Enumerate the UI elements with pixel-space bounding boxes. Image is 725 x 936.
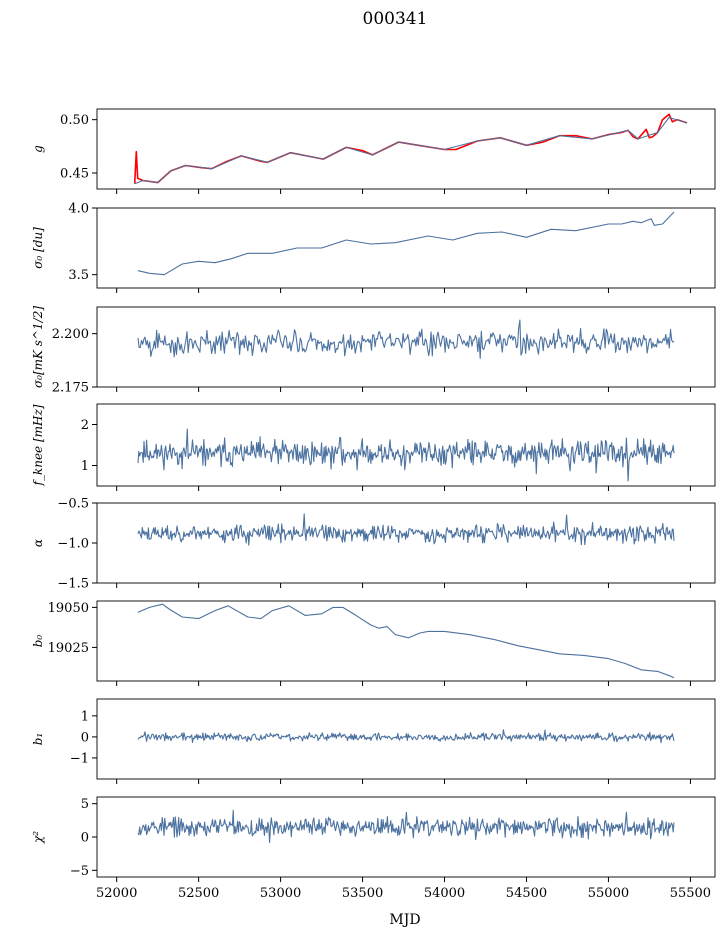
y-tick-label: 19050 [48, 601, 89, 616]
x-tick-label: 52000 [96, 886, 137, 901]
x-tick-label: 55500 [670, 886, 711, 901]
panel-chi2: −5 0 5 52000 52500 53000 53500 54000 54500 55000 5… [31, 796, 716, 901]
series-line-1 [134, 116, 688, 185]
y-tick-label: −1.5 [57, 577, 89, 592]
series-line-noise [137, 319, 675, 359]
y-tick-label: 0.45 [60, 167, 89, 182]
axes-frame [96, 502, 716, 584]
y-tick-label: 2 [81, 418, 89, 433]
y-tick-label: 0 [81, 730, 89, 745]
y-axis-label: α [31, 539, 45, 547]
y-tick-label: 5 [81, 797, 89, 812]
axes-frame [96, 600, 716, 682]
axes-frame [96, 306, 716, 388]
y-axis-label: g [31, 145, 45, 153]
y-axis-label: b₀ [31, 635, 45, 648]
x-tick-label: 53500 [342, 886, 383, 901]
x-tick-label: 54500 [506, 886, 547, 901]
y-tick-label: 19025 [48, 641, 89, 656]
panel-sigma0: 3.5 4.0 σ₀ [du] [31, 202, 716, 293]
panel-sigma0w: 2.175 2.200 σ₀[mK s^1/2] [31, 306, 716, 396]
y-axis-label: f_knee [mHz] [31, 404, 45, 486]
y-tick-label: −1 [70, 751, 89, 766]
panel-alpha: −1.5 −1.0 −0.5 α [31, 497, 716, 592]
y-axis-label: σ₀ [du] [31, 227, 45, 269]
series-line-0 [137, 211, 675, 276]
y-axis-label: χ² [31, 831, 45, 844]
y-tick-label: 2.175 [52, 381, 89, 396]
y-axis-label: σ₀[mK s^1/2] [31, 306, 45, 388]
x-tick-label: 55000 [588, 886, 629, 901]
axes-frame [96, 207, 716, 289]
x-tick-label: 52500 [178, 886, 219, 901]
x-tick-label: 54000 [424, 886, 465, 901]
y-tick-label: 4.0 [68, 202, 89, 217]
figure-title: 000341 [363, 9, 428, 29]
y-tick-label: 3.5 [68, 268, 89, 283]
y-tick-label: −0.5 [57, 497, 89, 512]
axes-frame [96, 698, 716, 780]
series-line-noise [137, 729, 675, 744]
y-tick-label: −5 [70, 864, 89, 879]
y-tick-label: 2.200 [52, 327, 89, 342]
series-line-noise [137, 809, 675, 844]
axes-frame [96, 796, 716, 878]
x-tick-label: 53000 [260, 886, 301, 901]
y-tick-label: 0 [81, 831, 89, 846]
y-tick-label: 0.50 [60, 113, 89, 128]
axes-frame [96, 403, 716, 487]
panel-fknee: 1 2 f_knee [mHz] [31, 403, 716, 491]
y-tick-label: 1 [81, 459, 89, 474]
y-tick-label: 1 [81, 709, 89, 724]
y-tick-label: −1.0 [57, 537, 89, 552]
series-line-0 [133, 113, 688, 184]
series-line-0 [137, 603, 675, 679]
y-axis-label: b₁ [31, 733, 45, 746]
panel-g: 0.45 0.50 g [31, 108, 716, 194]
x-axis-label: MJD [389, 912, 420, 928]
panel-b1: −1 0 1 b₁ [31, 698, 716, 784]
panel-b0: 19025 19050 b₀ [31, 600, 716, 686]
axes-frame [96, 108, 716, 190]
series-line-noise [137, 428, 675, 482]
series-line-noise [137, 513, 675, 546]
